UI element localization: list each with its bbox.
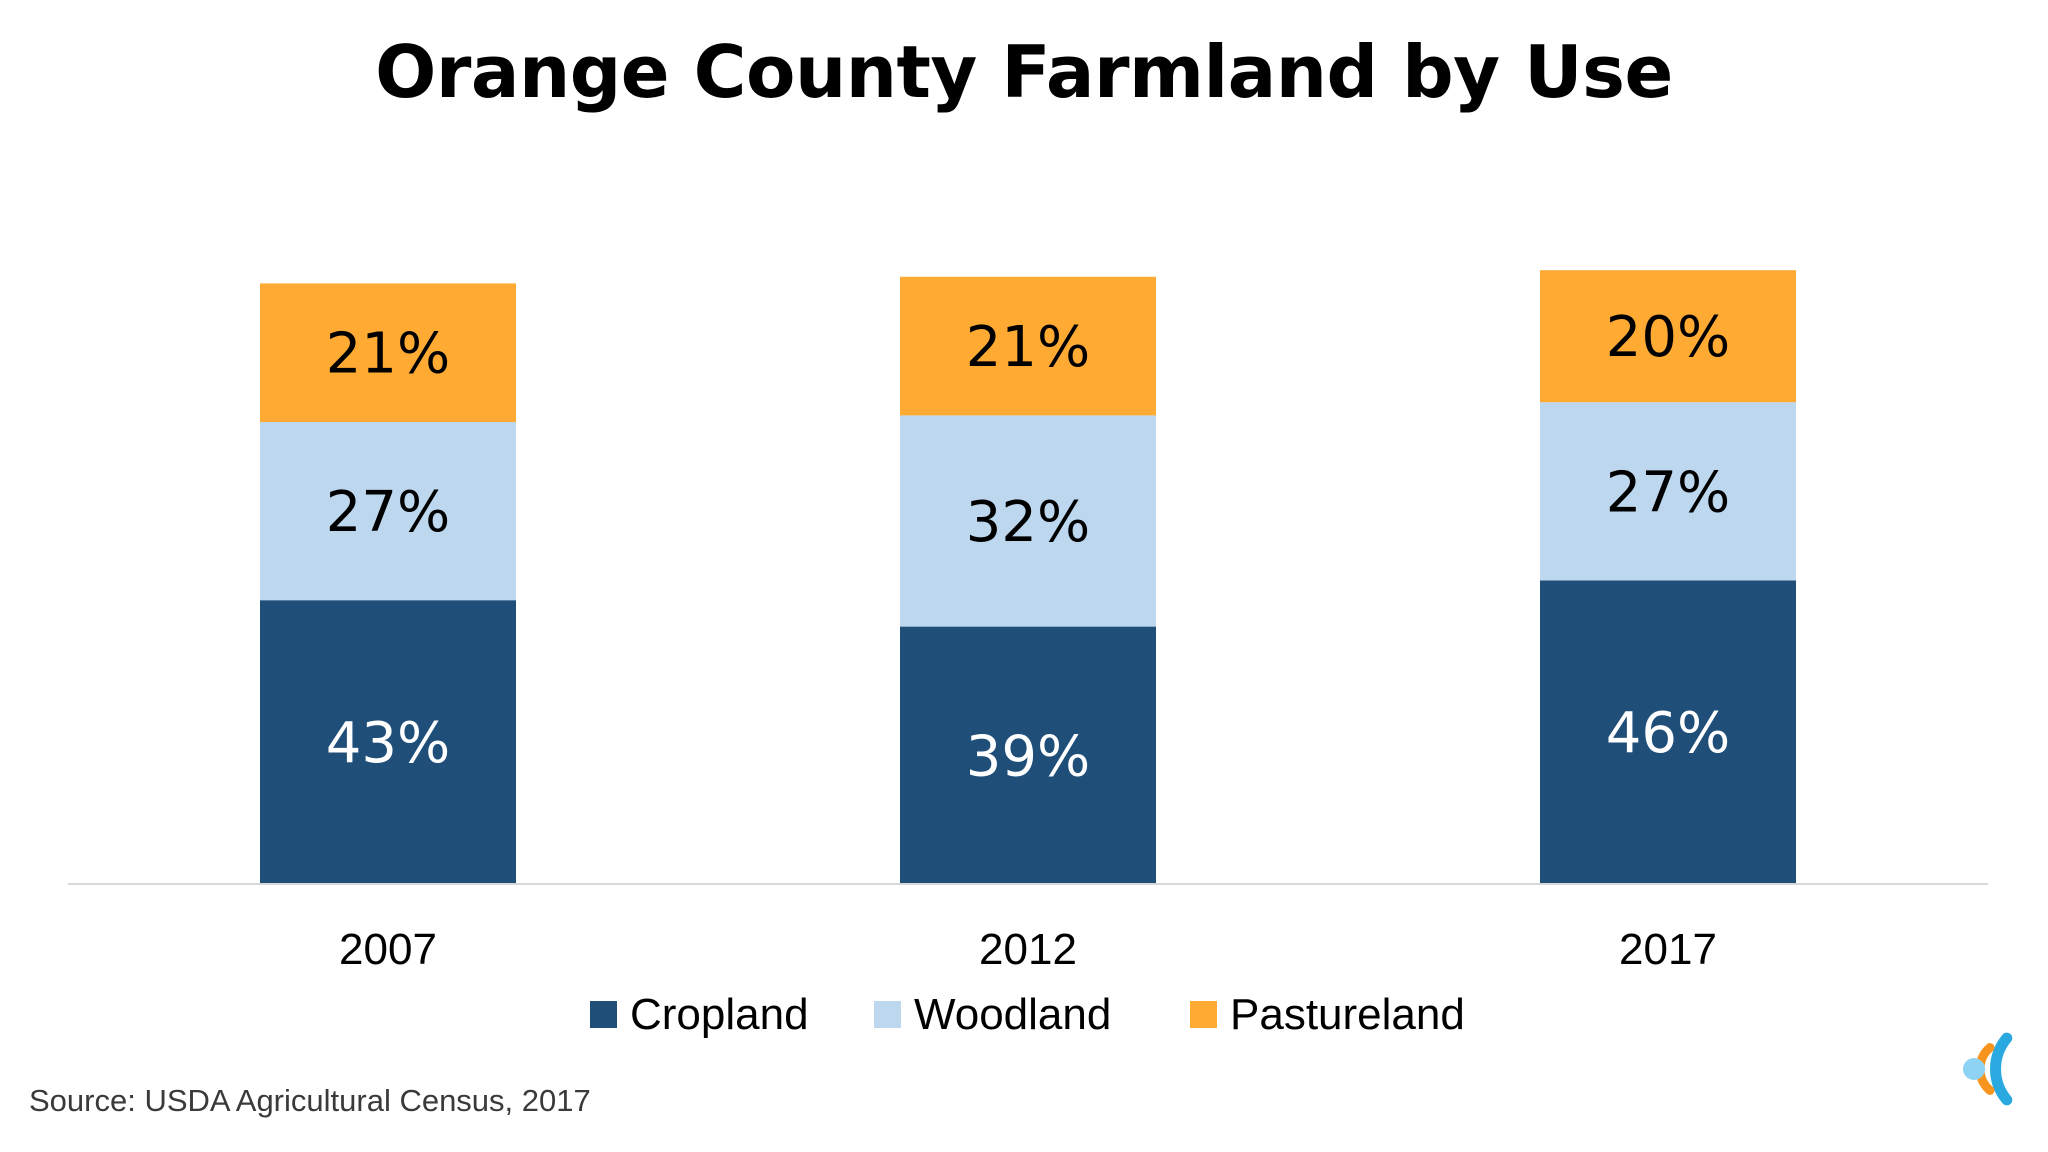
- bar-pastureland-2012: [900, 276, 1156, 416]
- legend: Cropland Woodland Pastureland: [590, 990, 1465, 1039]
- bar-woodland-2017: [1540, 402, 1796, 581]
- data-label-woodland-2012: 32%: [966, 490, 1090, 555]
- legend-swatch-woodland: [874, 1001, 901, 1028]
- data-label-pastureland-2017: 20%: [1606, 305, 1730, 370]
- legend-label-woodland: Woodland: [914, 990, 1111, 1039]
- data-label-pastureland-2007: 21%: [326, 322, 450, 387]
- bar-woodland-2012: [900, 415, 1156, 627]
- logo-icon: [1963, 1032, 2013, 1106]
- bar-labels-layer: 43% 27% 21% 39% 32% 21% 46% 27% 20%: [326, 305, 1730, 789]
- x-tick-labels-layer: 2007 2012 2017: [339, 925, 1717, 974]
- bar-pastureland-2017: [1540, 270, 1796, 403]
- data-label-cropland-2017: 46%: [1606, 701, 1730, 766]
- legend-swatch-pastureland: [1190, 1001, 1217, 1028]
- bar-cropland-2017: [1540, 580, 1796, 884]
- x-tick-label-2017: 2017: [1619, 925, 1717, 974]
- data-label-pastureland-2012: 21%: [966, 315, 1090, 380]
- legend-label-cropland: Cropland: [630, 990, 809, 1039]
- bar-woodland-2007: [260, 422, 516, 601]
- bar-pastureland-2007: [260, 283, 516, 422]
- legend-swatch-cropland: [590, 1001, 617, 1028]
- chart-title: Orange County Farmland by Use: [375, 30, 1673, 114]
- data-label-cropland-2007: 43%: [326, 711, 450, 776]
- x-tick-label-2012: 2012: [979, 925, 1077, 974]
- bars-layer: [260, 270, 1796, 884]
- logo-outer-arc: [1990, 1032, 2013, 1106]
- logo-center-dot: [1963, 1058, 1985, 1080]
- source-note: Source: USDA Agricultural Census, 2017: [29, 1083, 591, 1118]
- data-label-cropland-2012: 39%: [966, 724, 1090, 789]
- data-label-woodland-2017: 27%: [1606, 460, 1730, 525]
- bar-cropland-2007: [260, 600, 516, 884]
- legend-label-pastureland: Pastureland: [1230, 990, 1465, 1039]
- data-label-woodland-2007: 27%: [326, 480, 450, 545]
- x-tick-label-2007: 2007: [339, 925, 437, 974]
- bar-cropland-2012: [900, 626, 1156, 884]
